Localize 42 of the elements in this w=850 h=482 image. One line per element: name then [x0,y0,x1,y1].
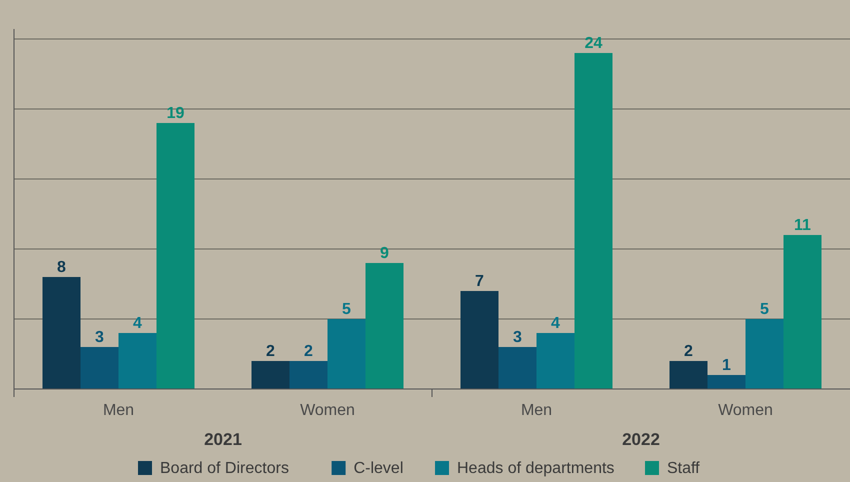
data-label: 3 [513,329,522,346]
data-label: 4 [551,315,560,332]
legend-label: Board of Directors [160,460,289,477]
bar [156,123,194,389]
data-label: 1 [722,357,732,374]
data-label: 19 [166,105,184,122]
bar [746,319,784,389]
legend-label: Heads of departments [457,460,614,477]
x-tick-label: Women [718,402,773,419]
data-label: 24 [584,35,602,52]
bar [498,347,536,389]
bar [574,53,612,389]
data-label: 2 [304,343,314,360]
bar [80,347,118,389]
text: 2021 [204,430,242,449]
legend-label: C-level [354,460,404,477]
data-label: 2 [684,343,694,360]
bar [252,361,290,389]
bar [366,263,404,389]
bar [670,361,708,389]
data-label: 11 [794,217,812,234]
data-label: 8 [57,259,66,276]
bar [328,319,366,389]
bar [784,235,822,389]
data-label: 5 [760,301,770,318]
text: 2022 [622,430,660,449]
bar [460,291,498,389]
data-label: 4 [133,315,142,332]
data-label: 5 [342,301,352,318]
bar [118,333,156,389]
legend-label: Staff [667,460,700,477]
data-label: 9 [380,245,390,262]
data-label: 2 [266,343,276,360]
data-label: 7 [475,273,484,290]
x-tick-label: Women [300,402,355,419]
bar [536,333,574,389]
x-tick-label: Men [520,402,552,419]
bar [290,361,328,389]
x-tick-label: Men [102,402,134,419]
bar [708,375,746,389]
bar [42,277,80,389]
data-label: 3 [95,329,104,346]
